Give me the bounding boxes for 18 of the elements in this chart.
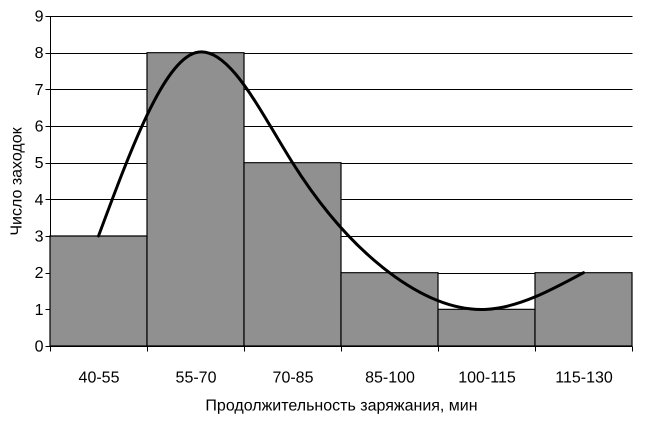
x-tick-label: 85-100 bbox=[365, 370, 416, 386]
y-tick-label: 4 bbox=[34, 192, 44, 209]
x-axis-title: Продолжительность заряжания, мин bbox=[205, 398, 478, 414]
x-tick-label: 115-130 bbox=[555, 370, 613, 386]
x-tick-label: 70-85 bbox=[272, 370, 314, 386]
x-tick-label: 40-55 bbox=[78, 370, 120, 386]
y-tick-label: 7 bbox=[34, 82, 44, 99]
y-tick-label: 5 bbox=[34, 155, 44, 172]
x-tick-label: 55-70 bbox=[176, 370, 217, 386]
y-tick-label: 0 bbox=[34, 338, 44, 356]
x-tick-label: 100-115 bbox=[458, 370, 516, 386]
y-tick-label: 1 bbox=[34, 302, 44, 319]
y-tick-label: 3 bbox=[34, 228, 44, 246]
y-axis-title: Число заходок bbox=[8, 126, 26, 236]
y-tick-label: 9 bbox=[34, 8, 44, 26]
y-tick-label: 6 bbox=[34, 118, 44, 136]
y-tick-label: 8 bbox=[34, 45, 44, 62]
y-tick-label: 2 bbox=[34, 265, 44, 282]
